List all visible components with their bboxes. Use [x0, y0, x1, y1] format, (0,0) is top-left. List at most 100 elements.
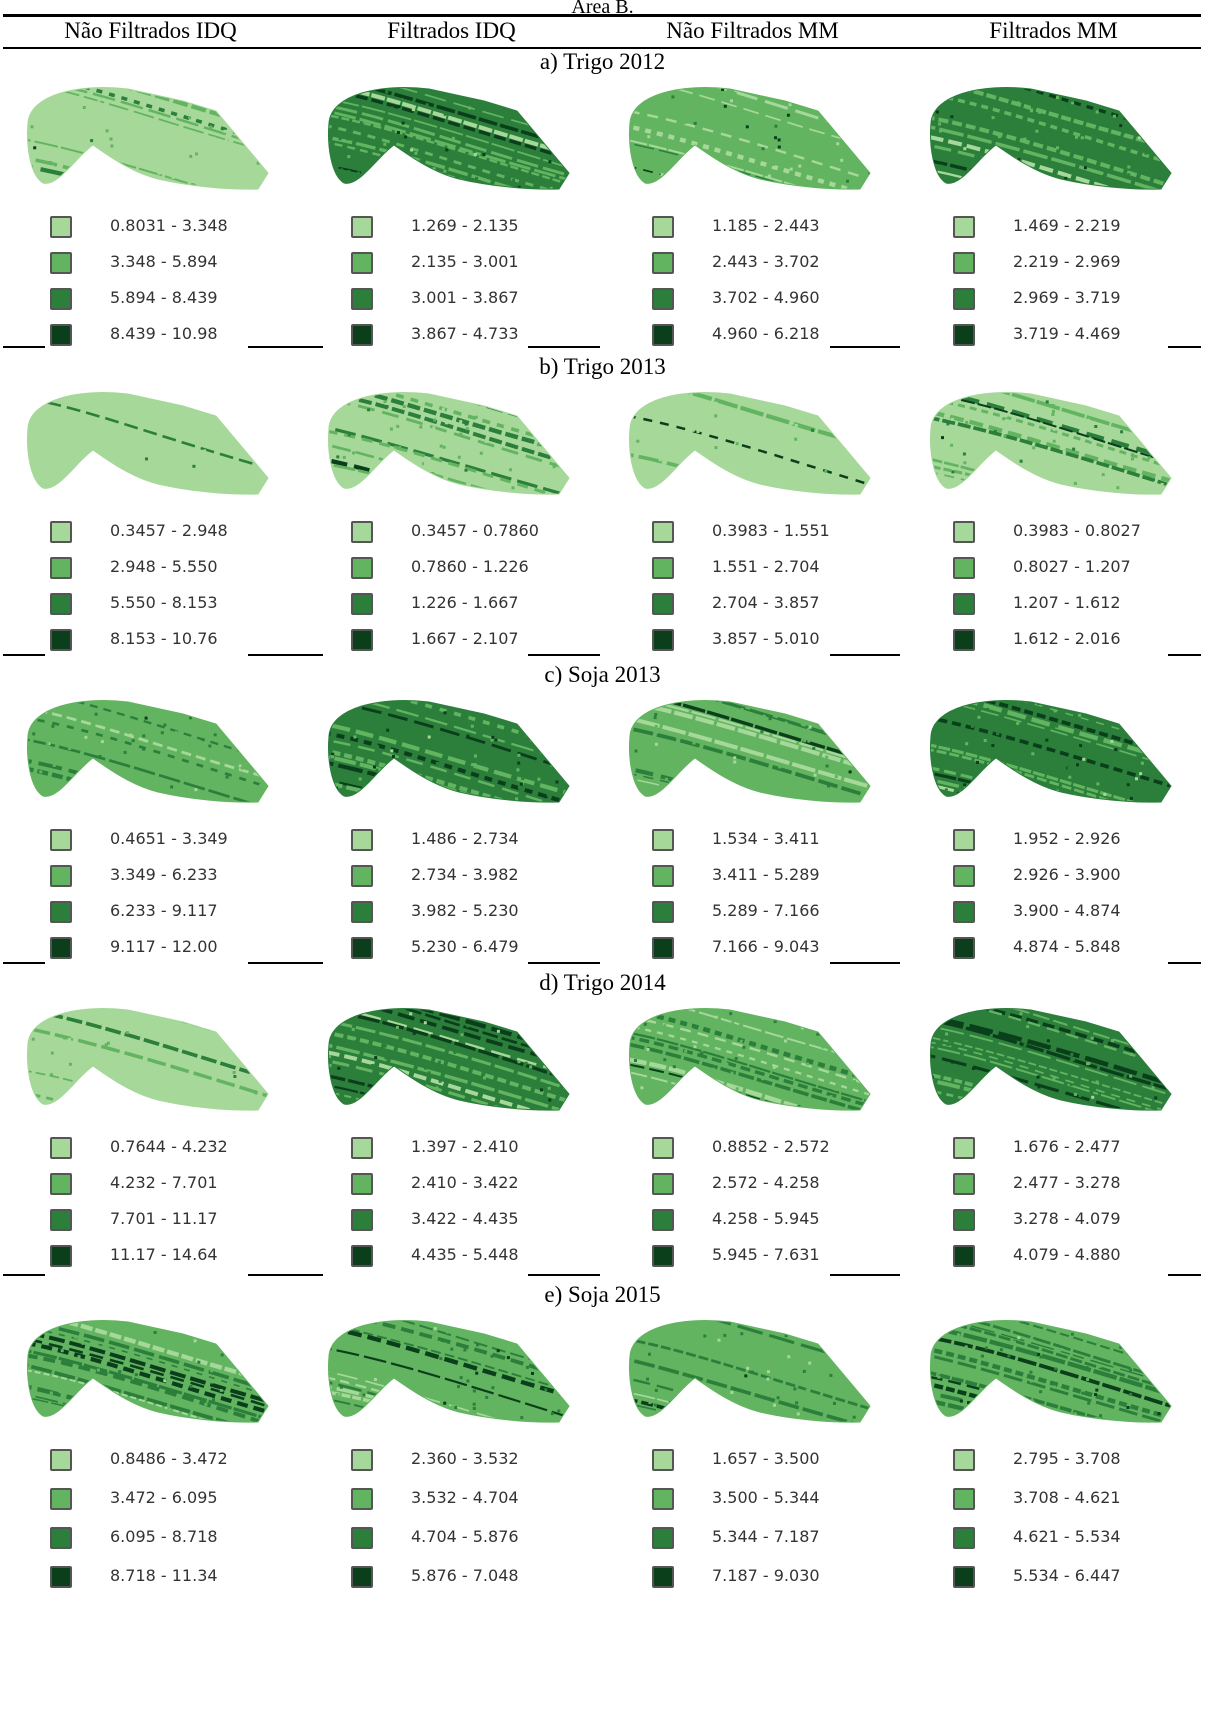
section-separator-rule [528, 346, 600, 348]
legend-swatch [50, 1245, 72, 1267]
legend-item: 9.117 - 12.00 [50, 934, 290, 962]
zone-map-image [27, 86, 269, 190]
legend-item: 2.926 - 3.900 [953, 862, 1193, 890]
legend-swatch [953, 324, 975, 346]
section-separator-rule [248, 1274, 323, 1276]
zone-map-image [328, 1319, 570, 1423]
legend-swatch [953, 216, 975, 238]
legend-range-label: 5.344 - 7.187 [712, 1527, 820, 1546]
legend-swatch [351, 629, 373, 651]
legend-swatch [50, 216, 72, 238]
zone-map-image [629, 391, 871, 495]
legend-range-label: 6.233 - 9.117 [110, 901, 218, 920]
legend-swatch [953, 1449, 975, 1471]
legend-item: 4.258 - 5.945 [652, 1206, 892, 1234]
legend-swatch [50, 288, 72, 310]
zone-map-image [930, 391, 1172, 495]
legend-swatch [652, 593, 674, 615]
legend-item: 0.8027 - 1.207 [953, 554, 1193, 582]
header-top-rule [3, 14, 1201, 17]
legend-range-label: 2.443 - 3.702 [712, 252, 820, 271]
legend-range-label: 3.348 - 5.894 [110, 252, 218, 271]
legend-range-label: 2.135 - 3.001 [411, 252, 519, 271]
legend-range-label: 2.572 - 4.258 [712, 1173, 820, 1192]
section-separator-rule [528, 1274, 600, 1276]
legend-range-label: 3.719 - 4.469 [1013, 324, 1121, 343]
legend-swatch [953, 1527, 975, 1549]
legend-range-label: 2.795 - 3.708 [1013, 1449, 1121, 1468]
legend-item: 3.867 - 4.733 [351, 321, 591, 349]
legend-range-label: 5.550 - 8.153 [110, 593, 218, 612]
map-panel: 1.269 - 2.135 2.135 - 3.001 3.001 - 3.867 3… [301, 75, 602, 354]
map-panel: 1.486 - 2.734 2.734 - 3.982 3.982 - 5.230 5… [301, 688, 602, 970]
legend-swatch [351, 252, 373, 274]
legend-swatch [351, 901, 373, 923]
zone-map-image [27, 1007, 269, 1111]
legend-range-label: 1.676 - 2.477 [1013, 1137, 1121, 1156]
legend-range-label: 3.349 - 6.233 [110, 865, 218, 884]
legend-range-label: 0.3983 - 1.551 [712, 521, 830, 540]
legend-item: 5.230 - 6.479 [351, 934, 591, 962]
legend-range-label: 1.269 - 2.135 [411, 216, 519, 235]
legend-item: 3.857 - 5.010 [652, 626, 892, 654]
legend-swatch [652, 1137, 674, 1159]
legend-swatch [652, 324, 674, 346]
zone-map-image [930, 1319, 1172, 1423]
legend-swatch [652, 557, 674, 579]
figure-title: Área B. [571, 0, 634, 14]
legend-range-label: 4.874 - 5.848 [1013, 937, 1121, 956]
legend-range-label: 3.532 - 4.704 [411, 1488, 519, 1507]
legend-swatch [351, 1488, 373, 1510]
legend-range-label: 1.612 - 2.016 [1013, 629, 1121, 648]
map-panel: 0.3457 - 0.7860 0.7860 - 1.226 1.226 - 1.6… [301, 380, 602, 662]
legend-swatch [953, 1488, 975, 1510]
legend-range-label: 0.7644 - 4.232 [110, 1137, 228, 1156]
legend-item: 5.534 - 6.447 [953, 1563, 1193, 1591]
legend-swatch [50, 865, 72, 887]
legend-swatch [652, 288, 674, 310]
legend-range-label: 3.702 - 4.960 [712, 288, 820, 307]
legend-item: 3.472 - 6.095 [50, 1485, 290, 1513]
legend-swatch [652, 1527, 674, 1549]
legend-range-label: 3.278 - 4.079 [1013, 1209, 1121, 1228]
section-separator-rule [830, 654, 900, 656]
legend-swatch [652, 937, 674, 959]
legend-item: 2.572 - 4.258 [652, 1170, 892, 1198]
legend-item: 7.187 - 9.030 [652, 1563, 892, 1591]
legend-item: 8.153 - 10.76 [50, 626, 290, 654]
legend-range-label: 1.551 - 2.704 [712, 557, 820, 576]
zone-map-image [328, 391, 570, 495]
legend-item: 1.486 - 2.734 [351, 826, 591, 854]
legend-item: 6.095 - 8.718 [50, 1524, 290, 1552]
section-separator-rule [1168, 962, 1201, 964]
legend-range-label: 1.952 - 2.926 [1013, 829, 1121, 848]
map-panel: 0.3457 - 2.948 2.948 - 5.550 5.550 - 8.153… [0, 380, 301, 662]
legend-item: 2.704 - 3.857 [652, 590, 892, 618]
legend-item: 1.185 - 2.443 [652, 213, 892, 241]
legend-item: 0.7860 - 1.226 [351, 554, 591, 582]
section-separator-rule [3, 346, 45, 348]
legend-item: 4.704 - 5.876 [351, 1524, 591, 1552]
section-separator-rule [1168, 346, 1201, 348]
legend-item: 1.534 - 3.411 [652, 826, 892, 854]
legend-range-label: 6.095 - 8.718 [110, 1527, 218, 1546]
legend-swatch [50, 1566, 72, 1588]
legend-item: 2.795 - 3.708 [953, 1446, 1193, 1474]
map-panel: 1.469 - 2.219 2.219 - 2.969 2.969 - 3.719 3… [903, 75, 1204, 354]
legend-range-label: 5.230 - 6.479 [411, 937, 519, 956]
zone-map-image [629, 1007, 871, 1111]
legend-item: 2.477 - 3.278 [953, 1170, 1193, 1198]
legend-item: 7.701 - 11.17 [50, 1206, 290, 1234]
zone-map-image [27, 1319, 269, 1423]
legend-swatch [953, 252, 975, 274]
legend-range-label: 9.117 - 12.00 [110, 937, 218, 956]
legend-range-label: 2.477 - 3.278 [1013, 1173, 1121, 1192]
map-panel: 1.676 - 2.477 2.477 - 3.278 3.278 - 4.079 4… [903, 996, 1204, 1282]
section-separator-rule [528, 654, 600, 656]
legend-range-label: 7.187 - 9.030 [712, 1566, 820, 1585]
legend-swatch [351, 324, 373, 346]
legend-swatch [50, 324, 72, 346]
legend-swatch [652, 1173, 674, 1195]
map-panel: 0.4651 - 3.349 3.349 - 6.233 6.233 - 9.117… [0, 688, 301, 970]
